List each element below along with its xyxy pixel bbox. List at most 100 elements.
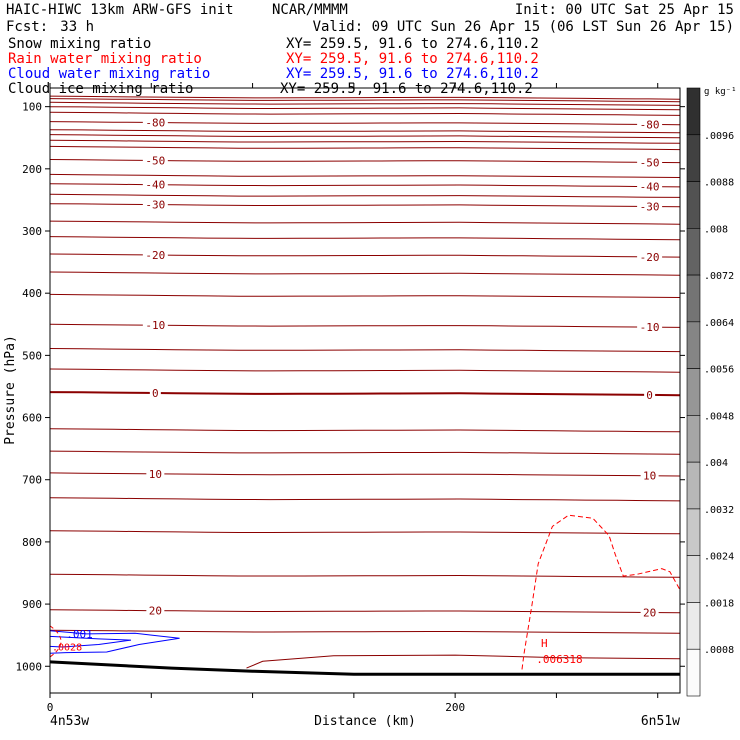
x-start-location: 4n53w (50, 714, 89, 729)
isotherm-line (49, 293, 681, 298)
isotherm-label: -80 (640, 118, 660, 131)
isotherm-label: 10 (643, 470, 656, 483)
y-tick-label: 100 (22, 101, 42, 114)
colorbar-label: .0064 (704, 318, 734, 329)
forecast-label: Fcst: (6, 19, 48, 35)
y-tick-label: 300 (22, 225, 42, 238)
y-tick-label: 600 (22, 412, 42, 425)
isotherm-label: 0 (646, 389, 653, 402)
y-tick-label: 1000 (16, 660, 43, 673)
colorbar-swatch (686, 228, 701, 276)
field-xy-cloud-ice: XY= 259.5, 91.6 to 274.6,110.2 (280, 81, 533, 97)
plot-area: -80 -80 -50 -50 -40 -40 -30 -30 -20 -20 -10 -10 0 0 10… (49, 95, 681, 676)
x-axis-title: Distance (km) (314, 714, 416, 729)
isotherm-label-bg (640, 606, 659, 619)
y-tick-label: 500 (22, 349, 42, 362)
warm-layer-line (246, 654, 681, 669)
isotherm-line (49, 629, 681, 634)
colorbar-label: .0096 (704, 131, 734, 142)
isotherm-label: -30 (145, 199, 165, 212)
surface-pressure-line (49, 660, 680, 676)
colorbar-label: .0032 (704, 505, 734, 516)
isotherm-label-bg (142, 248, 168, 261)
isotherm-label-bg (644, 388, 656, 401)
y-tick-label: 700 (22, 474, 42, 487)
isotherm-label: 20 (643, 607, 656, 620)
rain-mixing-contour (521, 514, 681, 670)
isotherm-line (49, 145, 681, 151)
isotherm-label-bg (146, 604, 165, 617)
colorbar-label: .0048 (704, 411, 734, 422)
isotherm-line (49, 95, 681, 100)
cloud-water-label: .001 (66, 628, 93, 641)
isotherm-line (49, 106, 681, 111)
rain-max-marker: H (541, 637, 548, 650)
isotherm-line (49, 573, 681, 578)
colorbar-label: .0088 (704, 178, 734, 189)
isotherm-label-bg (637, 321, 663, 334)
isotherm-line (49, 220, 681, 225)
isotherm-line (49, 530, 681, 535)
isotherm-line (49, 101, 681, 106)
field-xy-cloud-water: XY= 259.5, 91.6 to 274.6,110.2 (286, 66, 539, 82)
colorbar-swatch (686, 321, 701, 369)
y-tick-label: 900 (22, 598, 42, 611)
colorbar-swatch (686, 368, 701, 416)
isotherm-label-bg (142, 198, 168, 211)
isotherm-label: -50 (145, 154, 165, 167)
colorbar-swatch (686, 555, 701, 603)
isotherm-label-bg (149, 387, 161, 400)
isotherm-line (49, 428, 681, 433)
isotherm-line (49, 450, 681, 455)
isotherm-label-bg (146, 467, 165, 480)
colorbar-label: .0056 (704, 365, 734, 376)
x-tick-label: 200 (445, 701, 465, 714)
colorbar-swatch (686, 87, 701, 136)
field-name-snow: Snow mixing ratio (8, 36, 151, 52)
isotherm-line (49, 173, 681, 178)
isotherm-label-bg (637, 250, 663, 263)
isotherm-line (49, 98, 681, 103)
isotherm-label: 20 (149, 605, 162, 618)
isotherm-label: 10 (149, 468, 162, 481)
field-xy-rain: XY= 259.5, 91.6 to 274.6,110.2 (286, 51, 539, 67)
colorbar-label: .0024 (704, 552, 734, 563)
isotherm-line (49, 368, 681, 373)
isotherm-line (49, 139, 681, 144)
colorbar-swatch (686, 274, 701, 323)
isotherm-label: 0 (152, 387, 159, 400)
init-time: Init: 00 UTC Sat 25 Apr 15 (515, 2, 734, 18)
plot-frame (49, 87, 681, 694)
colorbar-label: .0008 (704, 645, 734, 656)
y-tick-label: 200 (22, 163, 42, 176)
colorbar-label: .008 (704, 224, 728, 235)
isotherm-line (49, 111, 681, 116)
colorbar-label: .0072 (704, 271, 734, 282)
colorbar-swatch (686, 508, 701, 556)
isotherm-label-bg (142, 116, 168, 129)
rain-max-value: .006318 (536, 653, 582, 666)
field-name-rain: Rain water mixing ratio (8, 51, 202, 67)
small-rain-label: .0028 (52, 642, 82, 653)
colorbar-swatch (686, 461, 701, 510)
cloud-water-contour (49, 630, 180, 654)
isotherm-line (49, 236, 681, 241)
isotherm-line (49, 193, 681, 198)
isotherm-label-bg (637, 118, 663, 131)
y-tick-label: 800 (22, 536, 42, 549)
isotherm-label-bg (637, 200, 663, 213)
org-label: NCAR/MMMM (272, 2, 348, 18)
y-tick-label: 400 (22, 287, 42, 300)
colorbar-swatch (686, 181, 701, 229)
field-legend: Snow mixing ratio XY= 259.5, 91.6 to 274… (8, 36, 539, 97)
colorbar-swatch (686, 415, 701, 463)
valid-time: Valid: 09 UTC Sun 26 Apr 15 (06 LST Sun … (313, 19, 734, 35)
isotherm-line (49, 271, 681, 276)
colorbar-swatch (686, 602, 701, 650)
forecast-hours: 33 h (60, 19, 94, 35)
isotherm-label: -30 (640, 201, 660, 214)
isotherm-label: -50 (640, 156, 660, 169)
field-xy-snow: XY= 259.5, 91.6 to 274.6,110.2 (286, 36, 539, 52)
isotherm-line (49, 497, 681, 502)
isotherm-label-bg (637, 156, 663, 169)
